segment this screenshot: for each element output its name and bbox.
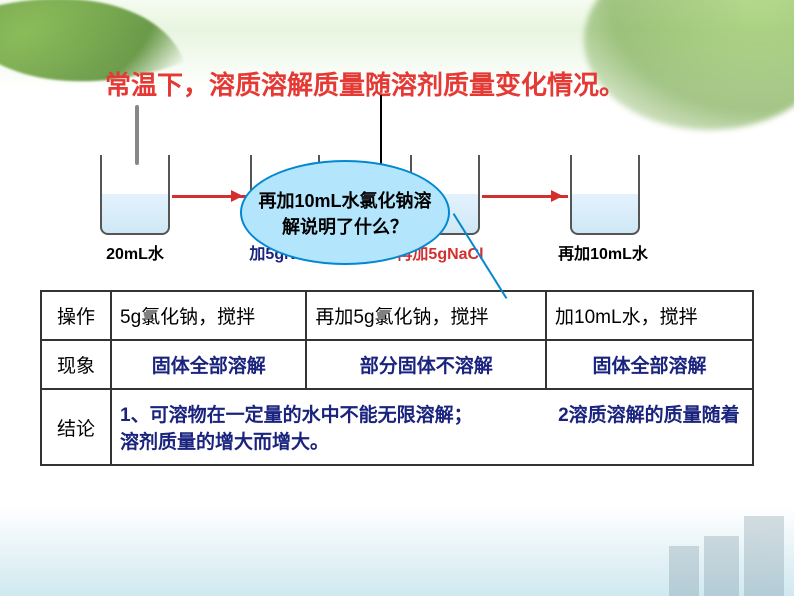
beaker-icon [570, 155, 640, 235]
table-row: 操作5g氯化钠，搅拌再加5g氯化钠，搅拌加10mL水，搅拌 [41, 291, 753, 340]
table-cell: 加10mL水，搅拌 [546, 291, 753, 340]
table-row: 结论1、可溶物在一定量的水中不能无限溶解； 2溶质溶解的质量随着溶剂质量的增大而… [41, 389, 753, 465]
table-cell: 部分固体不溶解 [306, 340, 546, 389]
slide-title: 常温下，溶质溶解质量随溶剂质量变化情况。 [105, 65, 625, 102]
row-header: 操作 [41, 291, 111, 340]
results-table: 操作5g氯化钠，搅拌再加5g氯化钠，搅拌加10mL水，搅拌现象固体全部溶解部分固… [40, 290, 754, 466]
table-cell: 固体全部溶解 [111, 340, 306, 389]
thermometer-icon [135, 105, 139, 165]
beaker-icon [100, 155, 170, 235]
callout-pointer-line [380, 95, 382, 165]
beaker-label: 再加10mL水 [548, 240, 658, 264]
conclusion-cell: 1、可溶物在一定量的水中不能无限溶解； 2溶质溶解的质量随着溶剂质量的增大而增大… [111, 389, 753, 465]
table-row: 现象固体全部溶解部分固体不溶解固体全部溶解 [41, 340, 753, 389]
beaker-label: 20mL水 [80, 240, 190, 264]
arrow-icon [172, 195, 248, 198]
callout-bubble: 再加10mL水氯化钠溶解说明了什么？ [240, 160, 450, 265]
callout-text: 再加10mL水氯化钠溶解说明了什么？ [257, 187, 433, 239]
row-header: 结论 [41, 389, 111, 465]
table-cell: 固体全部溶解 [546, 340, 753, 389]
arrow-icon [482, 195, 568, 198]
table-cell: 5g氯化钠，搅拌 [111, 291, 306, 340]
table-cell: 再加5g氯化钠，搅拌 [306, 291, 546, 340]
row-header: 现象 [41, 340, 111, 389]
building-decoration [644, 506, 794, 596]
